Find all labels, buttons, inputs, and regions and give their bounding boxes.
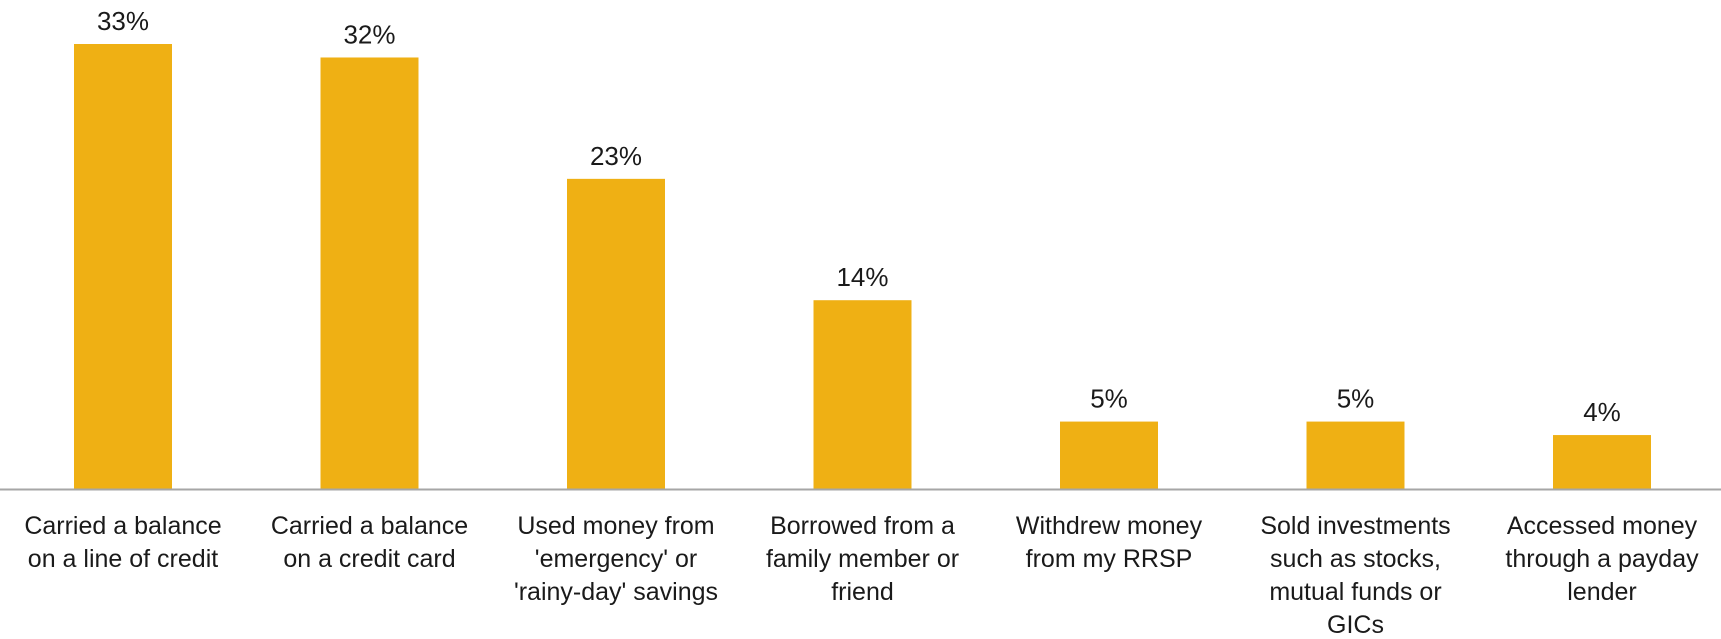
category-label-line: Borrowed from a xyxy=(770,512,955,540)
category-label-line: lender xyxy=(1567,578,1637,606)
category-labels-group: Carried a balance on a line of creditCarr… xyxy=(24,512,1699,639)
category-label-line: such as stocks, xyxy=(1270,545,1441,573)
bar-6 xyxy=(1306,421,1405,489)
category-label-line: Sold investments xyxy=(1260,512,1450,540)
value-label-6: 5% xyxy=(1337,384,1375,414)
bar-4 xyxy=(813,300,912,489)
bars-group xyxy=(74,44,1651,489)
category-label-6: Sold investments such as stocks, mutual fu… xyxy=(1260,512,1450,639)
category-label-line: through a payday xyxy=(1505,545,1699,573)
category-label-line: GICs xyxy=(1327,611,1384,639)
category-label-line: on a line of credit xyxy=(28,545,218,573)
category-label-line: mutual funds or xyxy=(1269,578,1441,606)
bar-1 xyxy=(74,44,172,489)
category-label-7: Accessed money through a payday lender xyxy=(1505,512,1699,606)
category-label-line: friend xyxy=(831,578,894,606)
category-label-line: 'rainy-day' savings xyxy=(514,578,718,606)
category-label-line: Carried a balance xyxy=(24,512,221,540)
category-label-3: Used money from 'emergency' or 'rainy-day'… xyxy=(514,512,718,606)
category-label-line: Used money from xyxy=(517,512,714,540)
value-label-4: 14% xyxy=(836,262,888,292)
value-label-2: 32% xyxy=(343,19,395,49)
category-label-1: Carried a balance on a line of credit xyxy=(24,512,221,573)
value-labels-group: 33% 32% 23% 14% 5% 5% 4% xyxy=(97,6,1621,427)
category-label-5: Withdrew money from my RRSP xyxy=(1016,512,1203,573)
category-label-line: Accessed money xyxy=(1507,512,1698,540)
category-label-line: Withdrew money xyxy=(1016,512,1203,540)
value-label-3: 23% xyxy=(590,141,642,171)
value-label-1: 33% xyxy=(97,6,149,36)
bar-3 xyxy=(567,178,665,489)
value-label-5: 5% xyxy=(1090,384,1128,414)
category-label-2: Carried a balance on a credit card xyxy=(271,512,468,573)
bar-7 xyxy=(1553,435,1651,489)
category-label-4: Borrowed from a family member or friend xyxy=(766,512,959,606)
bar-5 xyxy=(1060,421,1158,489)
category-label-line: 'emergency' or xyxy=(535,545,697,573)
category-label-line: Carried a balance xyxy=(271,512,468,540)
bar-2 xyxy=(320,57,419,489)
value-label-7: 4% xyxy=(1583,397,1621,427)
category-label-line: on a credit card xyxy=(283,545,455,573)
category-label-line: from my RRSP xyxy=(1026,545,1193,573)
category-label-line: family member or xyxy=(766,545,959,573)
